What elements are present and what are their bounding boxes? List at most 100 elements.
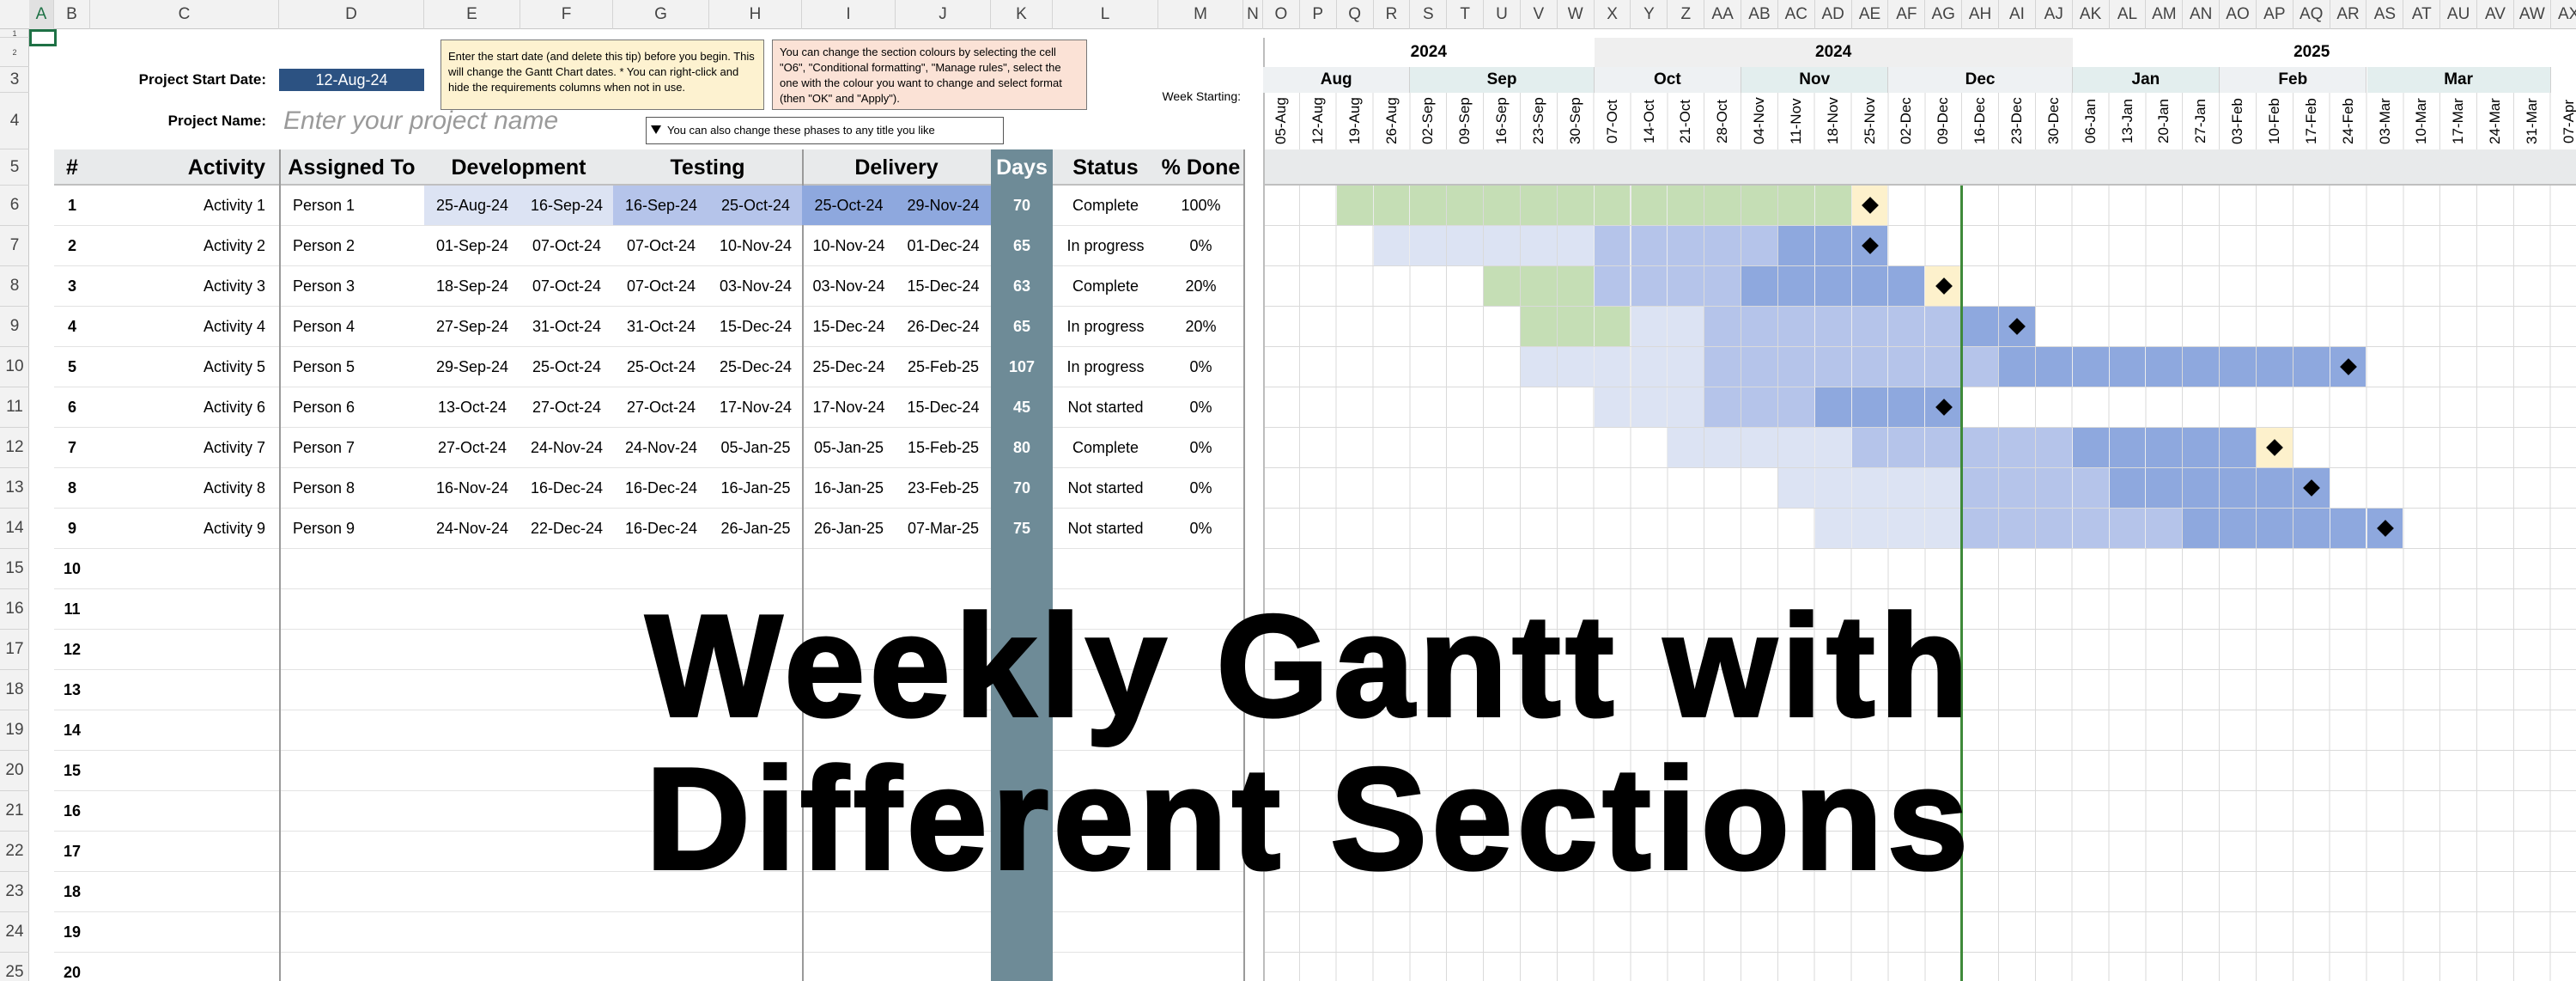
table-cell: 45: [1012, 398, 1031, 416]
gantt-cell: [1520, 307, 1557, 346]
month-label: Nov: [1741, 67, 1889, 93]
gantt-cell: [1668, 226, 1704, 265]
table-cell: 27-Oct-24: [532, 398, 602, 416]
table-cell: 20%: [1185, 277, 1217, 295]
column-letter: E: [424, 0, 520, 29]
week-label: 31-Mar: [2523, 98, 2540, 144]
column-letter: L: [1053, 0, 1158, 29]
column-letter: AS: [2367, 0, 2404, 29]
table-cell: Person 3: [293, 277, 355, 295]
table-cell: 13-Oct-24: [437, 398, 507, 416]
table-header: Activity: [187, 155, 265, 180]
table-cell: 25-Dec-24: [719, 357, 793, 375]
table-cell: Activity 5: [203, 357, 265, 375]
gantt-cell: [2109, 509, 2146, 548]
row-number: 7: [0, 226, 29, 266]
table-cell: 0%: [1189, 398, 1212, 416]
gantt-cell: [1447, 226, 1484, 265]
column-letter: AT: [2403, 0, 2441, 29]
gantt-cell: [1851, 428, 1888, 467]
week-label: 14-Oct: [1640, 99, 1657, 143]
table-cell: 11: [64, 600, 81, 618]
column-letter: Y: [1631, 0, 1668, 29]
table-cell: 15-Feb-25: [907, 438, 980, 456]
gantt-cell: [1851, 387, 1888, 427]
table-cell: 10: [63, 559, 82, 577]
table-cell: 17-Nov-24: [812, 398, 885, 416]
row-number: 9: [0, 307, 29, 347]
gantt-cell: [1925, 347, 1962, 387]
label: Week Starting:: [1162, 89, 1241, 103]
tip-triangle: [651, 125, 661, 134]
table-cell: 24-Nov-24: [435, 519, 509, 537]
row-number: 3: [0, 67, 29, 93]
gantt-cell: [1373, 226, 1410, 265]
table-cell: 25-Feb-25: [907, 357, 980, 375]
column-letter: Q: [1337, 0, 1374, 29]
gantt-cell: [1777, 266, 1814, 306]
gantt-cell: [1925, 307, 1962, 346]
column-letter: N: [1243, 0, 1263, 29]
gantt-cell: [1557, 266, 1594, 306]
week-label: 06-Jan: [2081, 99, 2099, 143]
table-header: Delivery: [854, 155, 939, 180]
table-cell: 16: [63, 801, 82, 820]
week-label: 16-Dec: [1971, 97, 1989, 145]
table-cell: 22-Dec-24: [530, 519, 604, 537]
gantt-cell: [1777, 468, 1814, 508]
gantt-cell: [1704, 266, 1741, 306]
gantt-cell: [1410, 226, 1447, 265]
gantt-cell: [1594, 226, 1631, 265]
week-label: 09-Dec: [1935, 97, 1952, 145]
gantt-cell: [2330, 509, 2366, 548]
table-cell: 6: [67, 398, 76, 416]
gantt-cell: [1704, 307, 1741, 346]
table-cell: Person 1: [293, 196, 355, 214]
table-cell: 31-Oct-24: [532, 317, 602, 335]
row-number: 12: [0, 428, 29, 468]
gantt-cell: [1631, 347, 1668, 387]
gantt-cell: [2220, 428, 2256, 467]
table-cell: In progress: [1066, 357, 1145, 375]
table-cell: 07-Oct-24: [626, 236, 696, 254]
gantt-divider: [1263, 38, 1265, 981]
column-letter: AV: [2477, 0, 2514, 29]
table-header: Status: [1072, 155, 1139, 180]
column-letter: AF: [1888, 0, 1926, 29]
gantt-cell: [1777, 307, 1814, 346]
gantt-cell: [1631, 226, 1668, 265]
row-number: 5: [0, 149, 29, 186]
week-label: 10-Feb: [2265, 98, 2282, 144]
row-number: 21: [0, 791, 29, 832]
gantt-cell: [1631, 186, 1668, 225]
gantt-cell: [1704, 387, 1741, 427]
gantt-cell: [1594, 307, 1631, 346]
gantt-cell: [2220, 509, 2256, 548]
start-date[interactable]: 12-Aug-24: [279, 69, 424, 91]
table-cell: Activity 8: [203, 478, 265, 497]
table-cell: 15-Dec-24: [907, 398, 980, 416]
table-cell: 70: [1012, 478, 1031, 497]
gantt-cell: [2146, 428, 2183, 467]
gantt-cell: [1336, 186, 1373, 225]
tip: You can also change these phases to any …: [646, 117, 1004, 144]
row-number: 10: [0, 347, 29, 387]
table-cell: 16-Sep-24: [520, 186, 613, 225]
week-label: 27-Jan: [2192, 99, 2209, 143]
column-letter: AH: [1962, 0, 1999, 29]
gantt-cell: [1814, 509, 1851, 548]
project-name-input[interactable]: Enter your project name: [283, 107, 559, 135]
row-number: 22: [0, 832, 29, 872]
week-label: 17-Mar: [2450, 98, 2467, 144]
gantt-cell: [2109, 428, 2146, 467]
table-cell: 26-Dec-24: [907, 317, 980, 335]
column-letter: H: [709, 0, 802, 29]
table-cell: 31-Oct-24: [626, 317, 696, 335]
table-cell: 26-Jan-25: [720, 519, 791, 537]
gantt-cell: [1373, 186, 1410, 225]
table-cell: 23-Feb-25: [907, 478, 980, 497]
year-label: 2024: [1594, 38, 2073, 67]
column-letter: AQ: [2293, 0, 2330, 29]
week-label: 10-Mar: [2413, 98, 2430, 144]
